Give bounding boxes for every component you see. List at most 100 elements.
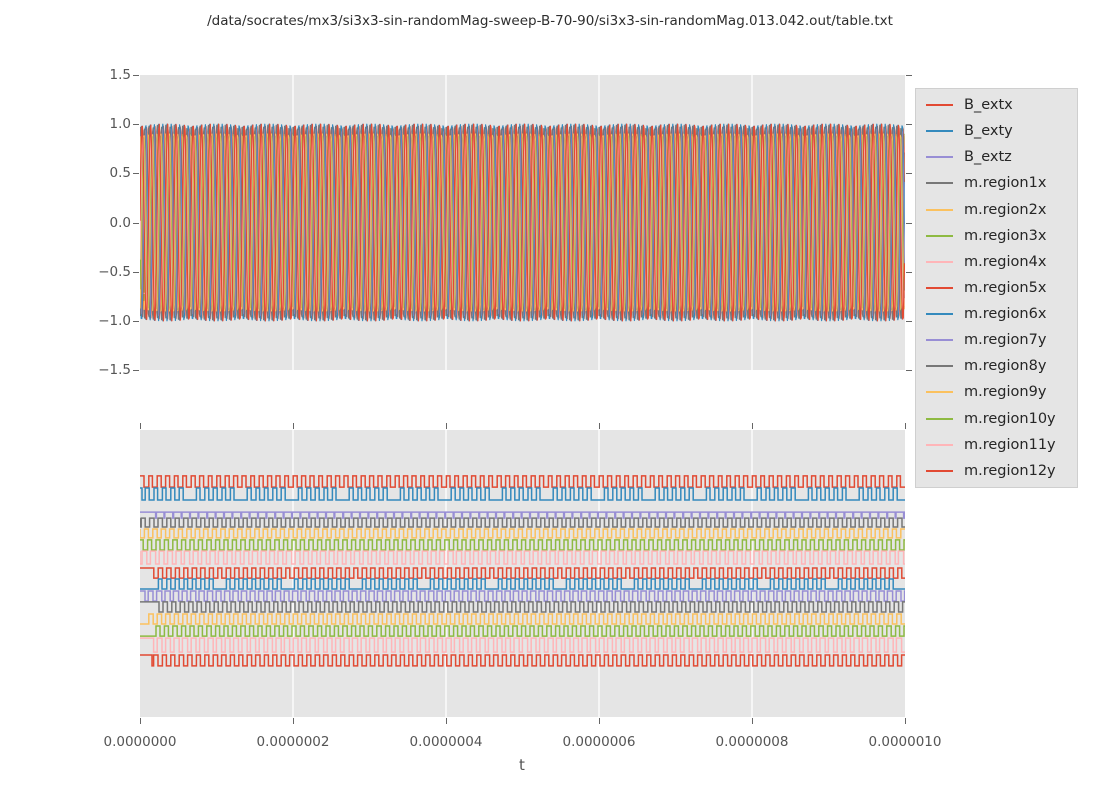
x-tick-mark-bottom [293,718,294,724]
legend-line-sample [926,339,953,342]
x-tick-label: 0.0000002 [256,734,330,750]
legend-item-label: m.region2x [964,201,1047,218]
legend-item: m.region8y [916,354,1077,379]
legend-line-sample [926,104,953,107]
legend-line-sample [926,365,953,368]
y-tick-mark-right [906,320,912,322]
series-trace-m.region12y [140,654,905,667]
y-tick-label: 0.0 [109,214,131,231]
y-tick-mark-right [906,370,912,371]
series-trace-m.region3x [140,539,905,551]
legend-item-label: m.region1x [964,175,1047,192]
series-trace-m.region8y [140,601,905,613]
y-tick-mark-left [133,320,139,322]
legend-line-sample [926,313,953,316]
x-axis-label: t [519,756,525,774]
y-tick-label: 1.5 [109,67,131,83]
y-tick-mark-left [133,271,139,273]
legend: B_extx B_exty B_extz m.region1x m.region2x m.… [915,88,1078,488]
x-tick-mark-top [752,423,753,429]
legend-item: m.region9y [916,380,1077,405]
x-tick-label: 0.0000000 [103,734,177,750]
series-trace-m.region2x [140,528,905,539]
x-tick-mark-top [599,423,600,429]
series-trace-m.region10y [140,625,905,637]
legend-item: m.region10y [916,406,1077,431]
legend-item-label: m.region10y [964,410,1056,427]
legend-item: m.region11y [916,432,1077,457]
y-tick-label: −1.0 [98,312,131,329]
y-tick-mark-left [133,75,139,76]
series-trace-m.region6x [140,578,905,590]
top-plot-panel [140,75,905,370]
y-tick-mark-left [133,222,139,224]
legend-line-sample [926,286,953,289]
legend-item-label: B_extx [964,97,1013,114]
x-tick-label: 0.0000006 [562,734,636,750]
legend-item-label: m.region11y [964,436,1056,453]
legend-line-sample [926,208,953,211]
legend-item: m.region12y [916,458,1077,483]
legend-item: m.region1x [916,171,1077,196]
x-tick-label: 0.0000008 [715,734,789,750]
x-tick-mark-bottom [446,718,447,724]
x-tick-label: 0.0000004 [409,734,483,750]
legend-item: m.region7y [916,328,1077,353]
legend-line-sample [926,443,953,446]
legend-item-label: m.region8y [964,358,1047,375]
series-trace-m.region5x [140,567,905,579]
x-tick-mark-bottom [140,718,141,724]
legend-item: m.region5x [916,275,1077,300]
series-trace-B_extx [140,475,905,488]
x-tick-label: 0.0000010 [868,734,942,750]
series-trace-m.region11y [140,637,905,653]
x-tick-mark-bottom [905,718,906,724]
x-tick-mark-top [446,423,447,429]
y-tick-mark-left [133,124,139,126]
series-trace-m.region1x [140,517,905,528]
series-trace-m.region7y [140,590,905,602]
legend-line-sample [926,391,953,394]
legend-item: m.region3x [916,223,1077,248]
y-tick-mark-right [906,75,912,76]
series-line-m.region12y [140,123,905,322]
y-tick-mark-right [906,222,912,224]
bottom-plot-panel [140,430,905,717]
legend-line-sample [926,469,953,472]
legend-item-label: m.region6x [964,306,1047,323]
x-tick-mark-top [140,423,141,429]
y-tick-label: 1.0 [109,116,131,133]
legend-line-sample [926,260,953,263]
top-chart-svg [140,75,905,370]
y-tick-label: −1.5 [98,362,131,378]
legend-line-sample [926,417,953,420]
y-tick-mark-right [906,124,912,126]
legend-item: m.region2x [916,197,1077,222]
legend-item-label: m.region3x [964,227,1047,244]
legend-item-label: B_extz [964,149,1012,166]
legend-item: B_extx [916,93,1077,118]
y-tick-mark-right [906,173,912,175]
series-trace-B_extz [140,511,905,519]
plot-title: /data/socrates/mx3/si3x3-sin-randomMag-s… [207,13,893,29]
legend-item-label: m.region4x [964,253,1047,270]
x-tick-mark-bottom [599,718,600,724]
series-trace-B_exty [140,487,905,501]
x-tick-mark-top [905,423,906,429]
legend-item: m.region6x [916,302,1077,327]
legend-line-sample [926,130,953,133]
legend-item: m.region4x [916,249,1077,274]
legend-item-label: B_exty [964,123,1013,140]
legend-item-label: m.region12y [964,462,1056,479]
legend-line-sample [926,182,953,185]
legend-item: B_extz [916,145,1077,170]
x-tick-mark-top [293,423,294,429]
y-tick-mark-left [133,173,139,175]
y-tick-label: 0.5 [109,165,131,182]
bottom-chart-svg [140,430,905,717]
series-trace-m.region9y [140,613,905,625]
legend-line-sample [926,234,953,237]
legend-item: B_exty [916,119,1077,144]
y-tick-mark-left [133,370,139,371]
